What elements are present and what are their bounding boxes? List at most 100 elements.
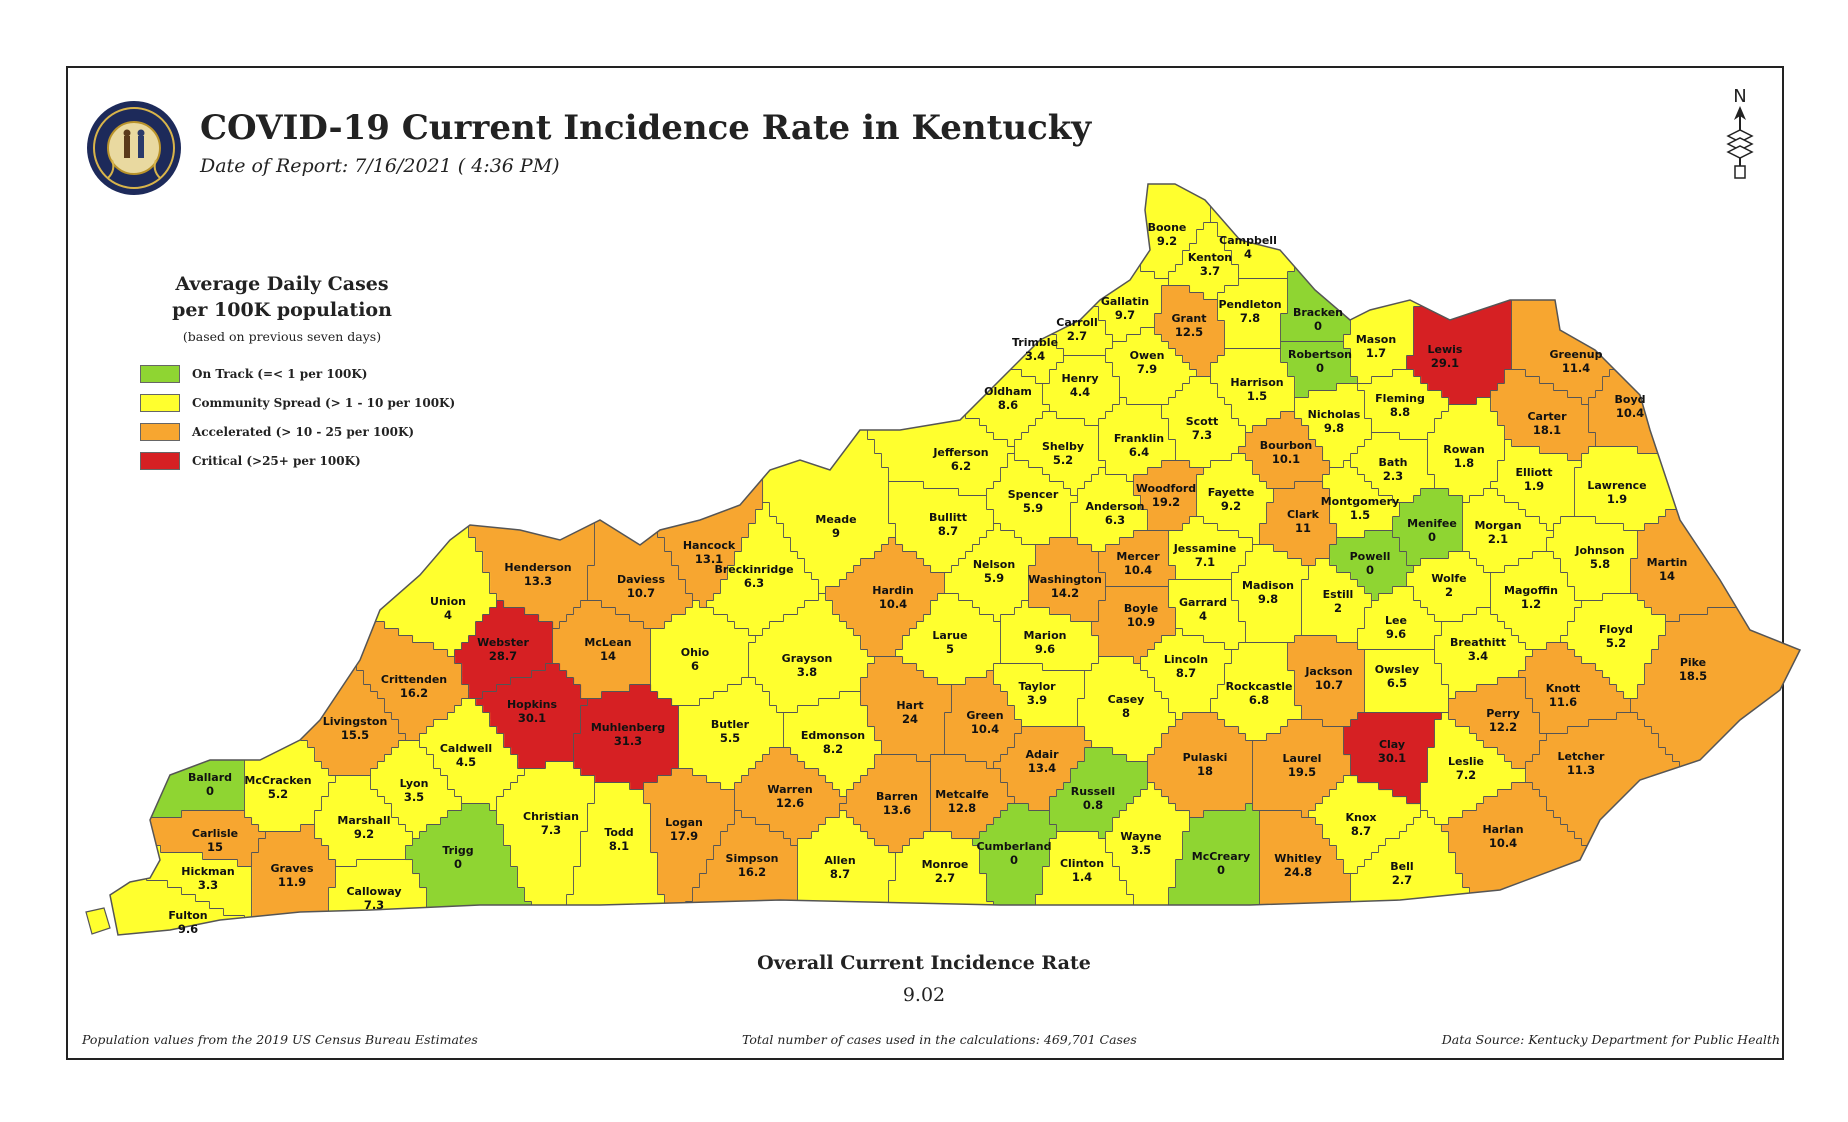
county-rate: 0 [206, 784, 214, 798]
county-name: Bullitt [929, 511, 967, 524]
county-name: Warren [767, 783, 812, 796]
kentucky-seal [87, 101, 181, 195]
county-rate: 0 [1217, 863, 1225, 877]
county-lincoln [1140, 628, 1233, 721]
county-rate: 28.7 [489, 649, 517, 663]
county-clay [1343, 712, 1443, 805]
county-name: Grayson [782, 652, 833, 665]
county-name: Marion [1024, 629, 1067, 642]
county-name: Nicholas [1308, 408, 1361, 421]
county-name: Knott [1546, 682, 1580, 695]
county-rate: 9.2 [354, 827, 374, 841]
county-breckinridge [706, 502, 820, 637]
county-bath [1350, 432, 1436, 504]
county-name: Cumberland [976, 840, 1051, 853]
county-estill [1301, 558, 1373, 644]
county-name: Marshall [337, 814, 390, 827]
county-rockcastle [1210, 642, 1303, 742]
county-rate: 13.3 [524, 574, 552, 588]
county-trimble [713, 184, 1065, 385]
county-magoffin [1490, 551, 1583, 651]
county-casey [1077, 656, 1177, 763]
county-rate: 13.1 [695, 552, 723, 566]
county-name: Owsley [1375, 663, 1419, 676]
county-pendleton [1217, 278, 1289, 350]
county-name: Greenup [1550, 348, 1603, 361]
county-rate: 0 [1010, 853, 1018, 867]
county-rate: 5.9 [984, 571, 1004, 585]
legend-note: (based on previous seven days) [182, 329, 382, 344]
county-name: Taylor [1018, 680, 1056, 693]
county-name: Nelson [973, 558, 1015, 571]
county-russell [1049, 747, 1149, 840]
county-madison [1231, 544, 1310, 644]
county-rate: 7.1 [1195, 555, 1215, 569]
county-marion [1000, 600, 1100, 672]
county-garrard [1168, 579, 1247, 651]
county-name: Barren [876, 790, 918, 803]
county-name: Livingston [323, 715, 388, 728]
footer-data-source: Data Source: Kentucky Department for Pub… [1441, 1032, 1780, 1047]
county-name: Harlan [1482, 823, 1523, 836]
county-name: Morgan [1474, 519, 1521, 532]
county-mercer [1098, 530, 1177, 588]
county-henry [1042, 355, 1121, 427]
legend-title-line1: Average Daily Cases [175, 273, 389, 295]
county-rate: 6.3 [1105, 513, 1125, 527]
county-rate: 3.5 [404, 790, 424, 804]
legend-label: Community Spread (> 1 - 10 per 100K) [192, 396, 456, 410]
county-name: Hopkins [507, 698, 558, 711]
county-nelson [944, 523, 1037, 623]
county-rate: 1.2 [1521, 597, 1541, 611]
county-rate: 14 [600, 649, 616, 663]
county-rate: 7.2 [1456, 768, 1476, 782]
county-name: Leslie [1448, 755, 1484, 768]
county-name: Breathitt [1450, 636, 1506, 649]
county-rate: 3.5 [1131, 843, 1151, 857]
county-rate: 1.7 [1366, 346, 1386, 360]
county-name: Powell [1350, 550, 1391, 563]
county-rate: 15.5 [341, 728, 369, 742]
county-name: Henderson [504, 561, 571, 574]
county-rate: 30.1 [518, 711, 546, 725]
county-rate: 11.9 [278, 875, 306, 889]
county-name: Ballard [188, 771, 232, 784]
legend-swatch [140, 394, 180, 412]
county-rate: 18.5 [1679, 669, 1707, 683]
county-rate: 19.2 [1152, 495, 1180, 509]
county-name: Perry [1486, 707, 1520, 720]
county-rate: 1.8 [1454, 456, 1474, 470]
state-outline [109, 183, 1802, 936]
county-fleming [1357, 369, 1450, 441]
county-rate: 0.8 [1083, 798, 1103, 812]
overall-rate-label: Overall Current Incidence Rate [757, 952, 1091, 974]
legend-label: Critical (>25+ per 100K) [192, 454, 361, 468]
county-name: Lewis [1428, 343, 1463, 356]
county-rate: 8.6 [998, 398, 1018, 412]
